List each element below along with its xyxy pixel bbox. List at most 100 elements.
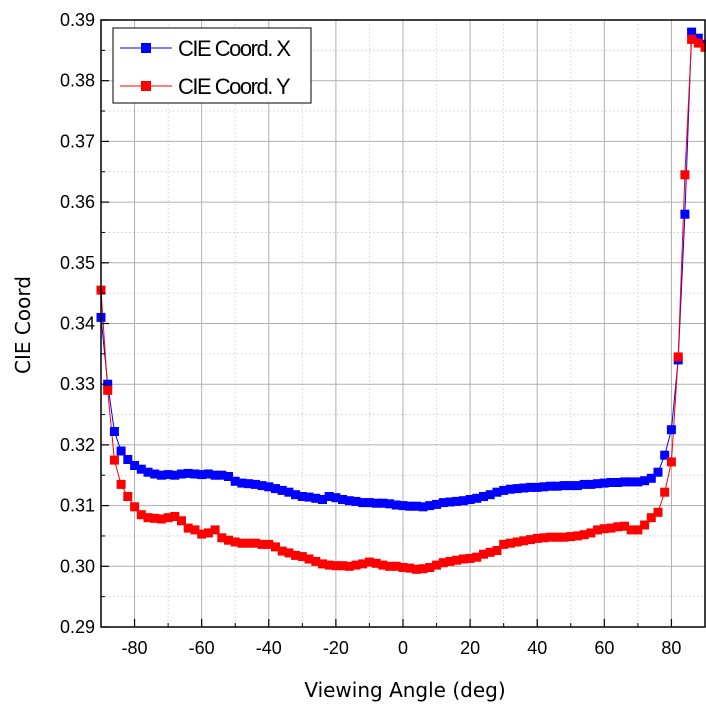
series-1-point [640,476,650,486]
series-2-point [626,525,636,535]
series-2-point [472,552,482,562]
series-2-point [432,560,442,570]
series-2-point [371,558,381,568]
series-2-point [613,522,623,532]
series-1-point [156,470,166,480]
series-1-point [371,498,381,508]
series-1-point [150,469,160,479]
series-1-point [606,478,616,487]
series-2-point [405,563,415,573]
series-1-point [559,481,569,491]
series-1-point [244,479,254,489]
y-tick-labels: 0.29 0.30 0.31 0.32 0.33 0.34 0.35 0.36 0.37 0.38… [60,10,95,637]
series-2-point [123,492,133,501]
series-2-point [519,536,529,546]
series-2-point [693,38,703,48]
series-2-point [452,555,462,565]
series-2-point [566,532,576,542]
series-2-point [438,558,448,568]
series-1-point [109,427,119,436]
series-2-point [103,385,113,395]
series-2-point [324,560,334,570]
series-2-point [264,539,274,549]
series-1-point [680,209,690,219]
series-2-point [331,561,341,571]
series-2-point [593,525,603,535]
series-2-point [687,34,697,44]
series-1-point [519,483,529,493]
series-2-point [210,525,220,535]
series-1-point [411,501,421,511]
series-2-point [271,542,280,552]
series-2-point [291,550,301,560]
series-1-point [693,33,703,43]
series-2-point [197,529,207,539]
series-2-point [163,513,173,523]
series-1-point [217,470,227,480]
series-2-point [552,532,562,542]
series-1-point [163,470,173,480]
y-tick-label: 0.38 [60,71,95,91]
series-1-point [264,482,274,492]
x-tick-label: 40 [527,638,547,658]
series-1-point [210,470,220,480]
series-1-point [418,502,428,512]
series-1-point [277,485,287,495]
series-1-point [653,467,663,477]
series-1-point [492,487,502,497]
series-2-point [130,502,140,512]
series-2-point [445,556,455,566]
series-2-point [143,513,153,523]
legend-marker-x [141,43,151,53]
series-1-point [626,477,636,487]
series-2-point [700,42,706,52]
series-2-point [559,532,569,542]
series-1-point [230,476,240,486]
series-1-point [405,501,415,511]
series-1-point [526,482,535,492]
series-1-point [183,468,193,478]
x-tick-label: -40 [256,638,282,658]
series-1-point [190,469,200,479]
x-tick-label: 20 [460,638,480,658]
y-axis-title: CIE Coord [11,276,35,374]
series-2-point [358,559,368,569]
series-1-point [304,492,314,502]
series-2-point [512,537,522,547]
series-1-point [358,498,368,508]
series-1-point [633,477,643,487]
y-tick-label: 0.32 [60,435,95,455]
series-1-point [505,484,515,494]
x-tick-label: -60 [189,638,215,658]
series-2-point [680,170,690,180]
series-2-point [156,514,166,524]
series-2-point [284,548,294,558]
series-2-point [391,561,401,571]
series-1-point [398,501,408,511]
series-1-point [539,482,549,492]
series-1-point [438,498,448,508]
x-tick-label: -80 [122,638,148,658]
series-1-point [291,490,301,500]
series-2-point [230,537,240,547]
series-1-point [378,498,388,508]
series-1-point [620,477,629,487]
legend-label-y: CIE Coord. Y [178,74,291,99]
series-2-point [666,457,676,467]
series-2-point [224,535,233,545]
x-tick-label: -20 [323,638,349,658]
series-1-point [123,455,133,464]
y-tick-label: 0.30 [60,556,95,576]
series-1-point [573,481,582,491]
series-2-point [505,538,515,548]
x-tick-labels: -80 -60 -40 -20 0 20 40 60 80 [122,638,682,658]
series-1-point [170,470,180,480]
series-1-point [452,496,462,506]
series-2-point [646,513,656,523]
series-2-point [378,560,388,570]
x-axis-title: Viewing Angle (deg) [304,678,505,702]
series-1-point [250,479,260,489]
series-2-point [364,557,374,567]
series-2-point [532,533,542,543]
